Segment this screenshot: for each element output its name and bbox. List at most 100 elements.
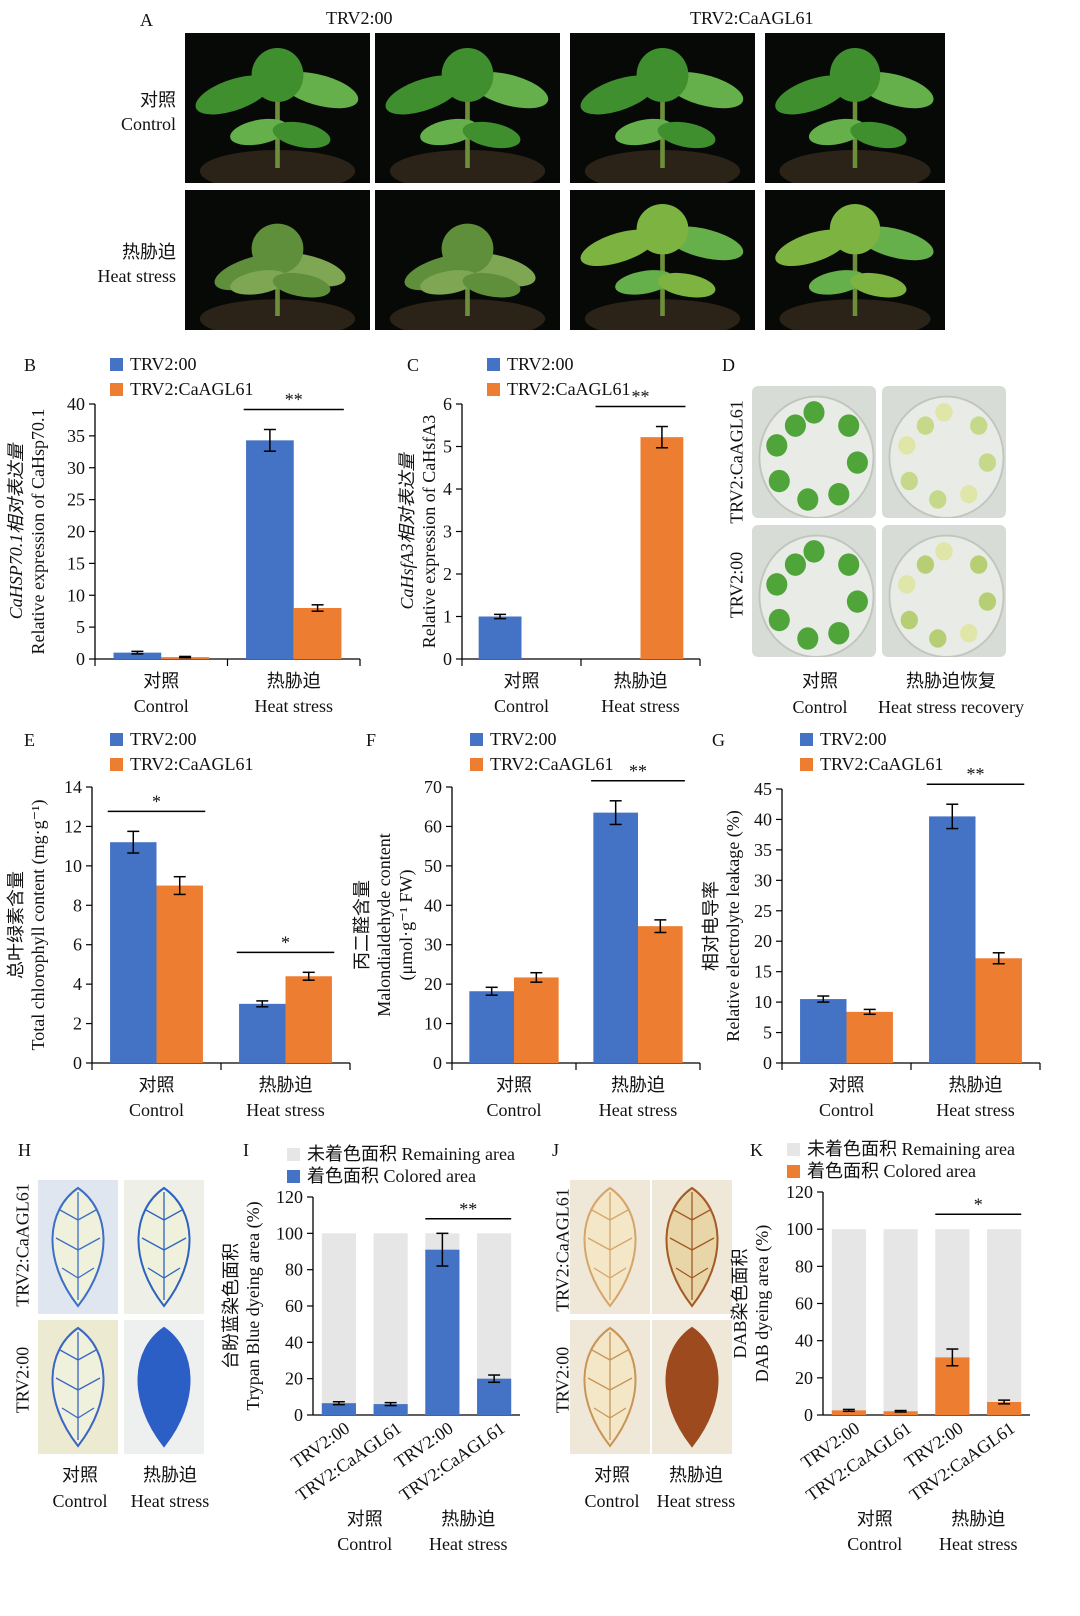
petri-drawing	[888, 534, 1005, 658]
panel-a-col-label-agl61: TRV2:CaAGL61	[690, 8, 814, 28]
chart-g: TRV2:00 TRV2:CaAGL61 0 5 10 15 20 25 30 35 40 45 对照 C…	[701, 729, 1041, 1120]
x-group-en: Control	[847, 1534, 902, 1554]
bar-remaining	[987, 1229, 1022, 1415]
bar-colored	[373, 1404, 408, 1415]
plant-photo	[185, 33, 370, 183]
legend-swatch	[800, 733, 813, 746]
x-category-cn: 对照	[139, 1075, 175, 1095]
x-category-en: Heat stress	[936, 1100, 1014, 1120]
y-tick-label: 4	[73, 974, 82, 994]
y-tick-label: 70	[424, 777, 442, 797]
legend-swatch	[110, 383, 123, 396]
panel-a-col-label-control: TRV2:00	[326, 8, 393, 28]
panel-letter-g: G	[712, 730, 725, 750]
panel-letter-h: H	[18, 1140, 31, 1160]
plant-photo	[570, 190, 755, 330]
stained-leaf-photo	[570, 1320, 650, 1454]
y-axis-label: CaHSP70.1相对表达量	[6, 442, 26, 619]
x-category-cn: 热胁迫	[611, 1075, 665, 1095]
plant-photo	[765, 190, 945, 330]
chart-f: TRV2:00 TRV2:CaAGL61 0 10 20 30 40 50 60 70 对照 Cont…	[352, 729, 701, 1120]
significance-label: **	[285, 390, 303, 410]
col-label-en: Control	[792, 697, 848, 717]
y-tick-label: 30	[754, 870, 772, 890]
bar	[640, 437, 684, 659]
y-tick-label: 1	[443, 607, 452, 627]
y-axis-label: Trypan Blue dyeing area (%)	[243, 1201, 264, 1410]
y-tick-label: 50	[424, 856, 442, 876]
panel-h-col-label-control: 对照 Control	[40, 1462, 120, 1514]
y-tick-label: 5	[76, 617, 85, 637]
plant-drawing	[385, 48, 549, 183]
legend-label: TRV2:CaAGL61	[490, 754, 614, 774]
bar	[156, 885, 203, 1063]
plant-drawing	[199, 223, 356, 330]
y-tick-label: 40	[285, 1332, 303, 1352]
y-axis-label: CaHsfA3相对表达量	[397, 452, 417, 610]
bar	[514, 977, 559, 1063]
bar	[478, 616, 522, 659]
stained-leaf-photo	[124, 1320, 204, 1454]
y-tick-label: 120	[276, 1187, 303, 1207]
col-label-en: Heat stress recovery	[878, 697, 1024, 717]
x-group-en: Heat stress	[429, 1534, 507, 1554]
panel-letter-e: E	[24, 730, 35, 750]
bar	[110, 842, 157, 1063]
y-tick-label: 40	[754, 809, 772, 829]
bar-colored	[831, 1410, 866, 1415]
y-axis-label: 台盼蓝染色面积	[221, 1243, 241, 1369]
legend-swatch	[787, 1165, 800, 1178]
plant-photo	[185, 190, 370, 330]
bar-remaining	[321, 1233, 356, 1415]
legend-swatch	[110, 733, 123, 746]
x-group-cn: 热胁迫	[951, 1509, 1005, 1529]
bar-remaining	[883, 1229, 918, 1415]
plant-photo	[765, 33, 945, 183]
bar	[638, 926, 683, 1063]
y-axis-label: 丙二醛含量	[352, 880, 372, 970]
y-tick-label: 10	[67, 585, 85, 605]
legend-label: TRV2:00	[490, 729, 557, 749]
y-tick-label: 40	[67, 394, 85, 414]
chart-e: TRV2:00 TRV2:CaAGL61 0 2 4 6 8 10 12 14 对照 Control 热…	[6, 729, 351, 1120]
legend-swatch	[800, 758, 813, 771]
panel-letter-b: B	[24, 355, 37, 375]
panel-letter-j: J	[552, 1140, 560, 1160]
y-tick-label: 60	[424, 816, 442, 836]
x-category-en: Control	[134, 696, 189, 716]
legend-swatch	[287, 1148, 300, 1161]
leaf-drawing	[137, 1186, 191, 1308]
x-category-cn: 对照	[829, 1075, 865, 1095]
legend-label: TRV2:CaAGL61	[130, 379, 254, 399]
y-tick-label: 25	[67, 490, 85, 510]
y-tick-label: 5	[763, 1023, 772, 1043]
y-tick-label: 60	[795, 1294, 813, 1314]
x-category-en: Heat stress	[601, 696, 679, 716]
legend-swatch	[287, 1170, 300, 1183]
petri-dish-photo	[752, 525, 876, 658]
y-tick-label: 3	[443, 522, 452, 542]
x-category-cn: 对照	[496, 1075, 532, 1095]
x-category-en: Control	[819, 1100, 874, 1120]
bar	[285, 976, 332, 1063]
legend-swatch	[110, 758, 123, 771]
petri-dish-photo	[882, 386, 1006, 519]
panel-letter-i: I	[243, 1140, 249, 1160]
y-axis-label: 总叶绿素含量	[6, 871, 26, 979]
panel-letter-k: K	[750, 1140, 763, 1160]
y-tick-label: 35	[67, 426, 85, 446]
chart-c: TRV2:00 TRV2:CaAGL61 0 1 2 3 4 5 6 对照 Control 热胁迫 He…	[397, 354, 701, 716]
legend-label: TRV2:00	[130, 729, 197, 749]
y-tick-label: 80	[795, 1256, 813, 1276]
row-label-cn: 对照	[140, 90, 176, 110]
y-tick-label: 2	[73, 1014, 82, 1034]
x-category-en: Control	[486, 1100, 541, 1120]
bar-colored	[883, 1411, 918, 1415]
y-tick-label: 6	[443, 394, 452, 414]
y-tick-label: 14	[64, 777, 82, 797]
panel-a-row-label-heat: 热胁迫 Heat stress	[80, 240, 176, 288]
y-tick-label: 20	[67, 522, 85, 542]
x-category-en: Control	[494, 696, 549, 716]
y-tick-label: 25	[754, 901, 772, 921]
